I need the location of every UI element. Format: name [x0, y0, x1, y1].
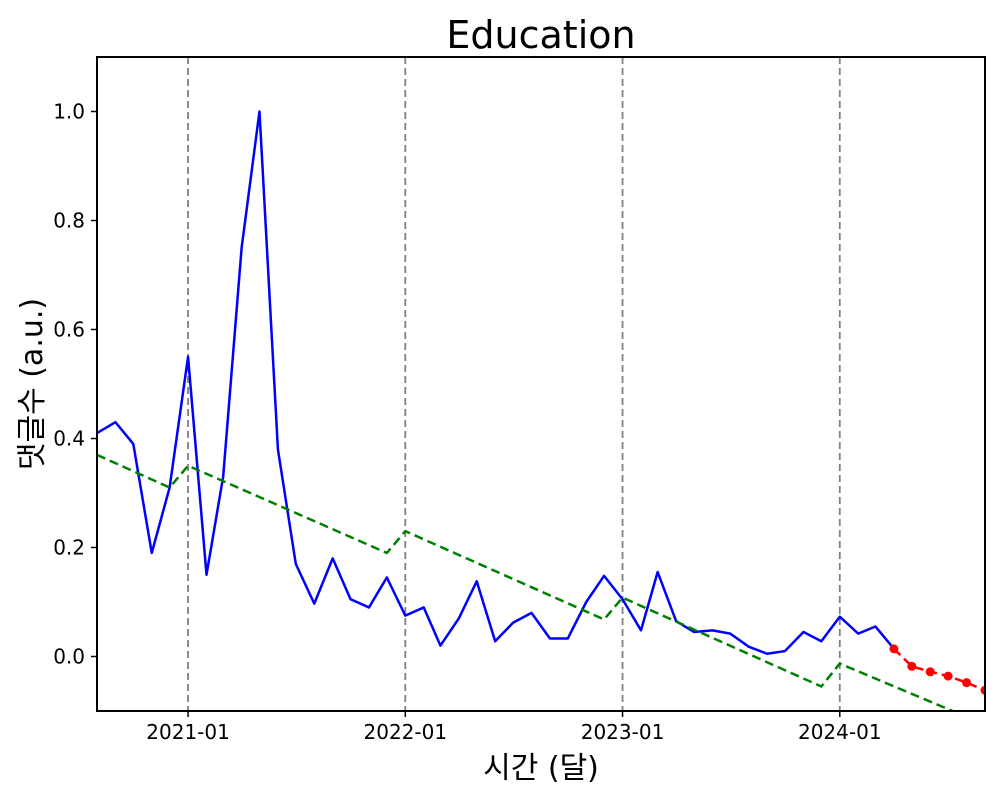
series-line — [893, 647, 985, 692]
series-point — [889, 644, 899, 654]
y-tick-label: 0.8 — [53, 209, 85, 233]
x-tick-label: 2024-01 — [798, 720, 882, 744]
x-tick-label: 2023-01 — [581, 720, 665, 744]
y-tick-label: 0.6 — [53, 318, 85, 342]
y-tick-label: 0.4 — [53, 427, 85, 451]
series-point — [962, 678, 972, 688]
y-axis-ticks: 0.0 0.2 0.4 0.6 0.8 1.0 — [53, 100, 97, 669]
series-line — [97, 110, 895, 656]
x-tick-label: 2021-01 — [146, 720, 230, 744]
y-axis-label: 댓글수 (a.u.) — [15, 298, 50, 470]
plot-frame — [96, 56, 986, 712]
chart-title: Education — [446, 13, 635, 57]
y-tick-label: 1.0 — [53, 100, 85, 124]
x-tick-label: 2022-01 — [364, 720, 448, 744]
plot-area — [97, 57, 985, 711]
series-point — [943, 671, 953, 681]
x-axis-label: 시간 (달) — [483, 751, 599, 786]
series-line — [97, 453, 956, 711]
y-tick-label: 0.0 — [53, 645, 85, 669]
x-axis-ticks: 2021-01 2022-01 2023-01 2024-01 — [146, 711, 882, 744]
series-point — [925, 667, 935, 677]
series-point — [907, 661, 917, 671]
series-point — [980, 685, 985, 695]
y-tick-label: 0.2 — [53, 536, 85, 560]
